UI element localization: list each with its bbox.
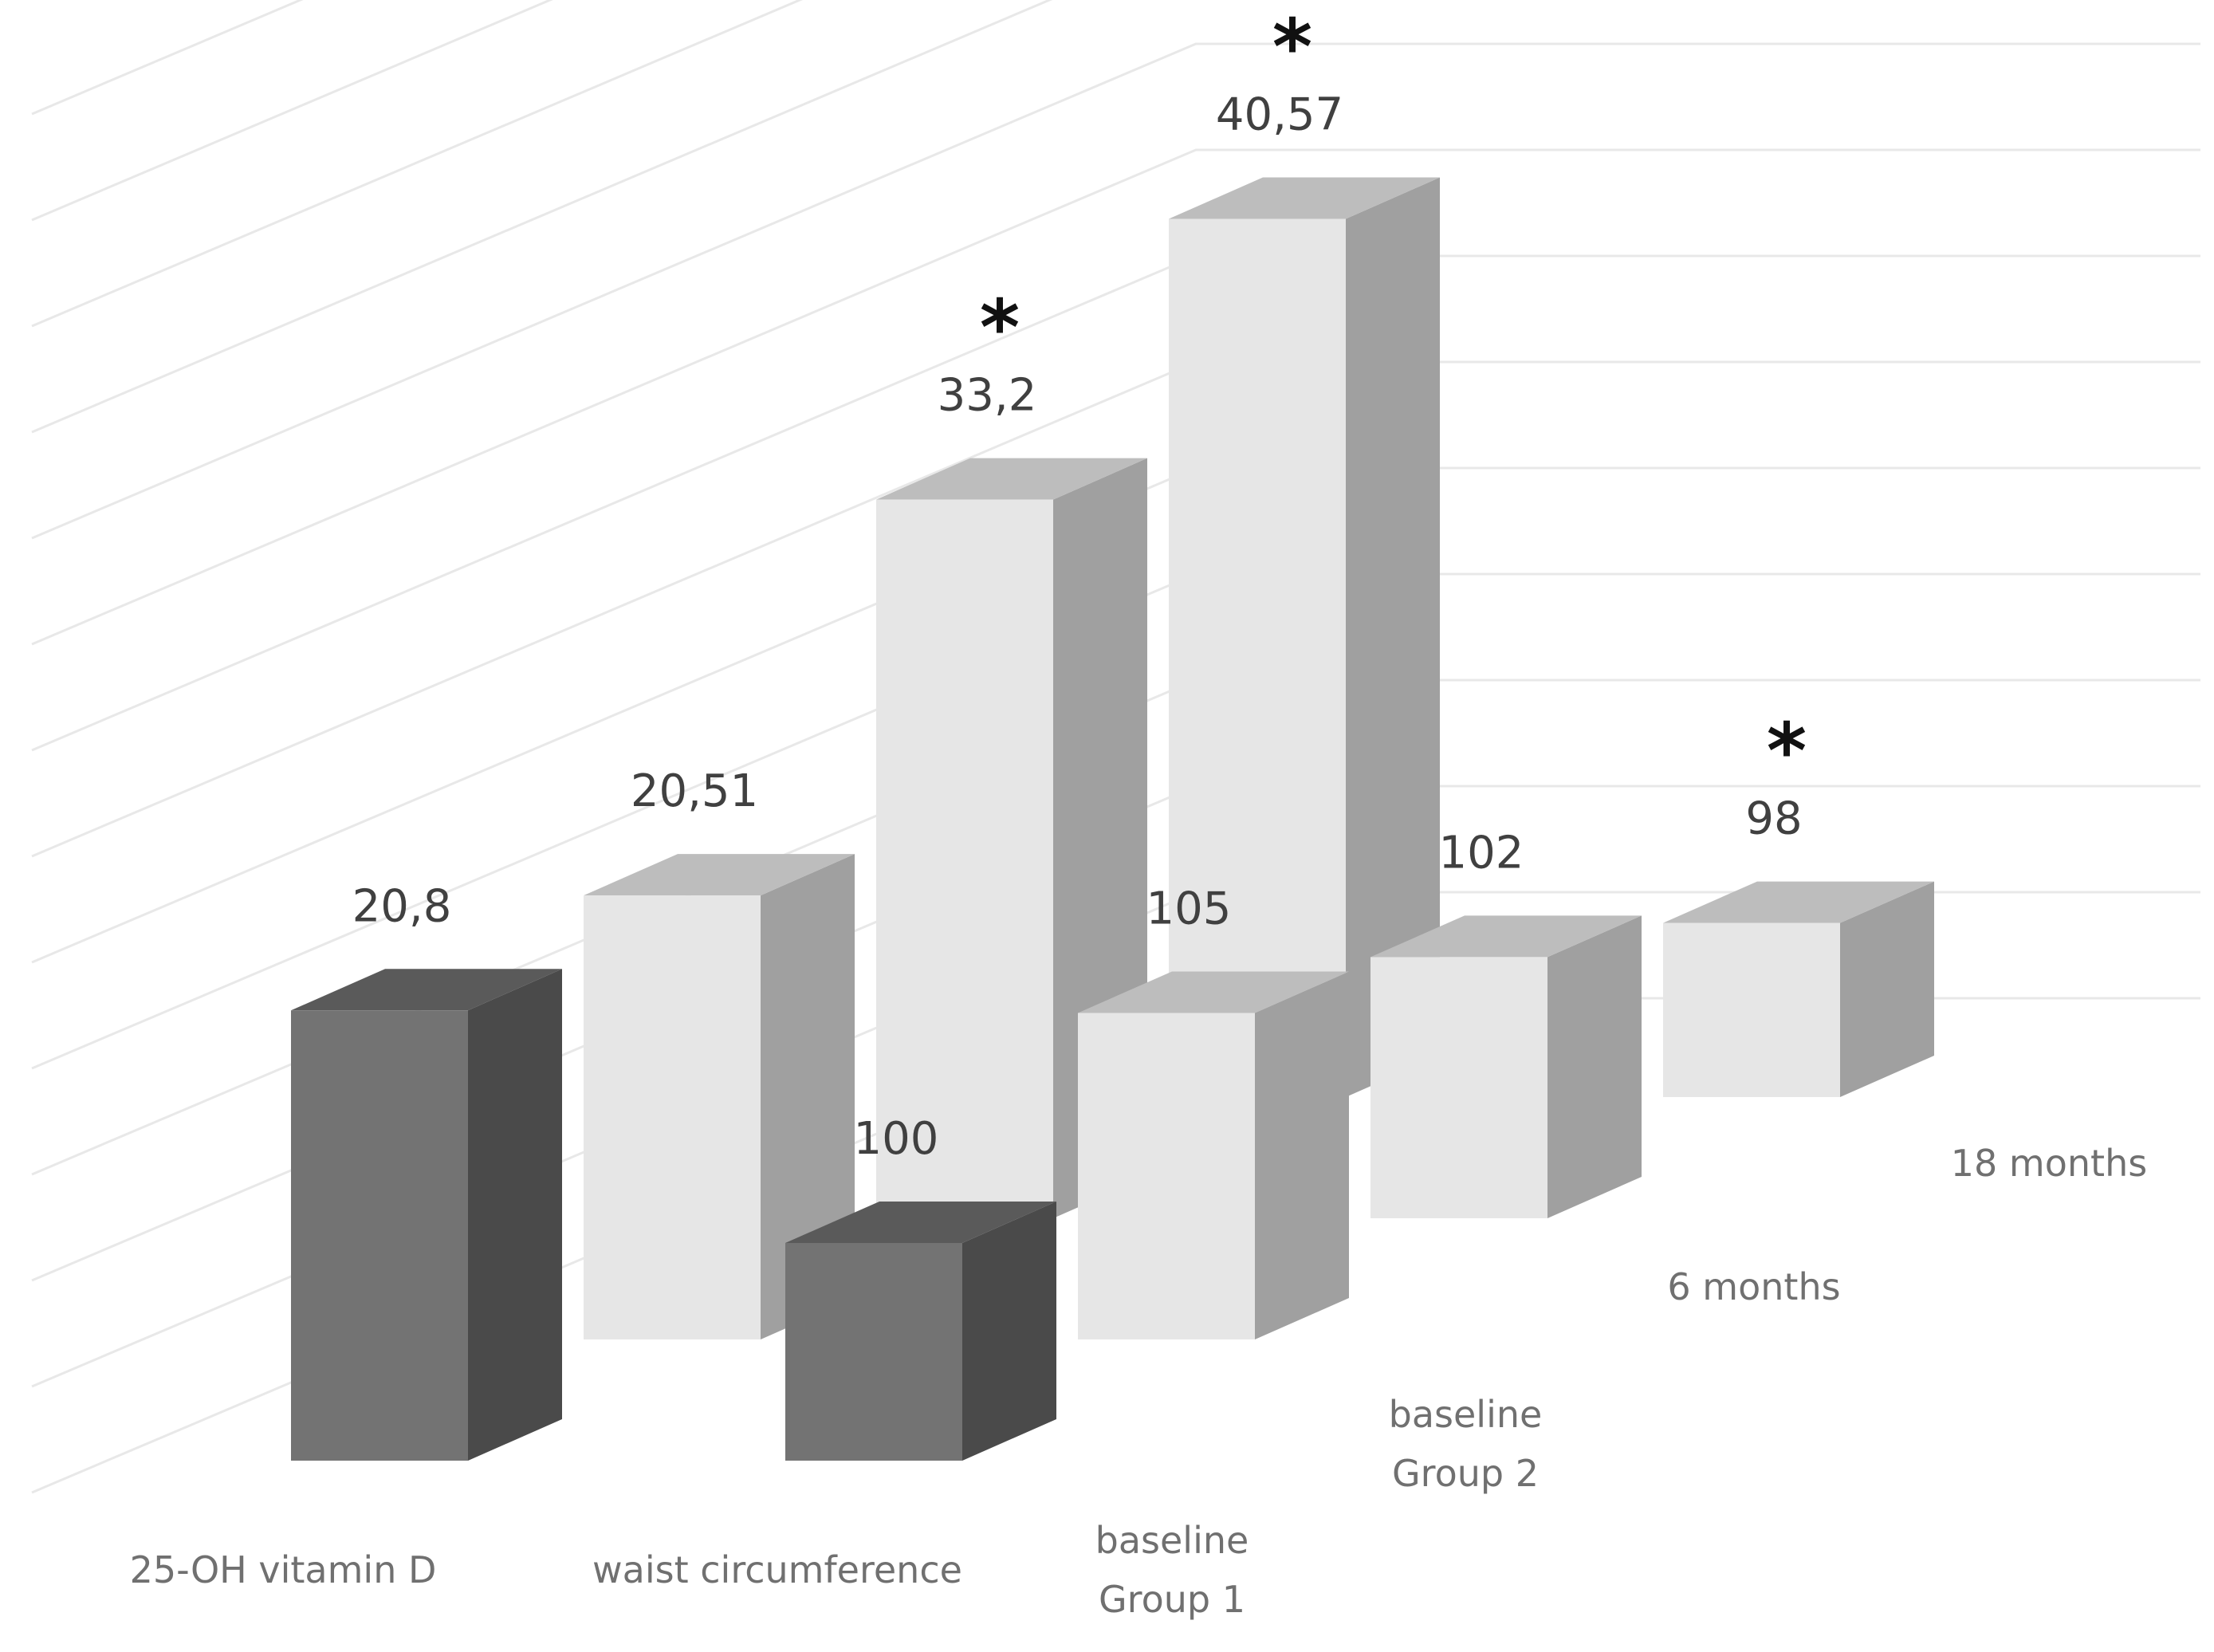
bar-top bbox=[876, 458, 1147, 500]
category-label-0: 25-OH vitamin D bbox=[130, 1548, 437, 1591]
bar-front bbox=[1663, 922, 1840, 1097]
data-label-2-1: 102 bbox=[1439, 827, 1524, 879]
bar-side bbox=[1346, 177, 1440, 1097]
bar-side bbox=[468, 969, 562, 1461]
bar-top bbox=[1663, 881, 1934, 923]
category-label-1: waist circumference bbox=[592, 1548, 962, 1591]
bar-front bbox=[876, 499, 1053, 1218]
bar-0-0 bbox=[291, 969, 562, 1461]
series-label-0: baseline Group 1 bbox=[1095, 1519, 1249, 1621]
data-label-0-1: 100 bbox=[854, 1113, 939, 1165]
bar-front bbox=[1370, 957, 1547, 1218]
bar-3-1 bbox=[1663, 881, 1934, 1097]
significance-star-3-1: * bbox=[1767, 707, 1807, 796]
bar-top bbox=[1078, 971, 1349, 1013]
bars bbox=[291, 177, 1934, 1461]
significance-star-3-0: * bbox=[1272, 3, 1312, 92]
gridline bbox=[31, 0, 553, 222]
bar-front bbox=[785, 1243, 962, 1461]
bar-front bbox=[1169, 218, 1346, 1097]
bar-side bbox=[1840, 881, 1934, 1097]
bar-top bbox=[785, 1202, 1056, 1243]
bar-side bbox=[962, 1202, 1056, 1461]
bar-side bbox=[761, 854, 855, 1339]
bar-top bbox=[584, 854, 855, 896]
axis-labels: 25-OH vitamin D waist circumference baseli… bbox=[130, 1142, 2148, 1621]
significance-star-2-0: * bbox=[980, 284, 1020, 373]
bar-top bbox=[291, 969, 562, 1011]
bar-0-1 bbox=[785, 1202, 1056, 1461]
gridline bbox=[31, 148, 2200, 646]
data-label-2-0: 33,2 bbox=[938, 370, 1037, 422]
series-label-2: 6 months bbox=[1667, 1265, 1840, 1308]
bar-side bbox=[1547, 915, 1642, 1218]
gridline bbox=[31, 42, 2200, 540]
series-label-3: 18 months bbox=[1951, 1142, 2147, 1185]
gridline bbox=[31, 0, 1053, 434]
bar-front bbox=[291, 1010, 468, 1461]
data-label-1-0: 20,51 bbox=[631, 765, 758, 817]
bar-3-0 bbox=[1169, 177, 1440, 1097]
gridline bbox=[31, 0, 803, 328]
bar-front bbox=[584, 895, 761, 1339]
data-label-3-1: 98 bbox=[1745, 793, 1802, 845]
bar-side bbox=[1255, 971, 1349, 1339]
bar-2-1 bbox=[1370, 915, 1642, 1218]
gridline bbox=[31, 0, 304, 116]
data-label-1-1: 105 bbox=[1146, 883, 1232, 935]
data-label-3-0: 40,57 bbox=[1216, 89, 1343, 141]
series-label-1: baseline Group 2 bbox=[1389, 1393, 1543, 1495]
bar-top bbox=[1370, 915, 1642, 958]
bar-1-1 bbox=[1078, 971, 1349, 1339]
bar-front bbox=[1078, 1013, 1255, 1339]
data-label-0-0: 20,8 bbox=[352, 880, 452, 932]
bar-1-0 bbox=[584, 854, 855, 1339]
bar-top bbox=[1169, 177, 1440, 219]
